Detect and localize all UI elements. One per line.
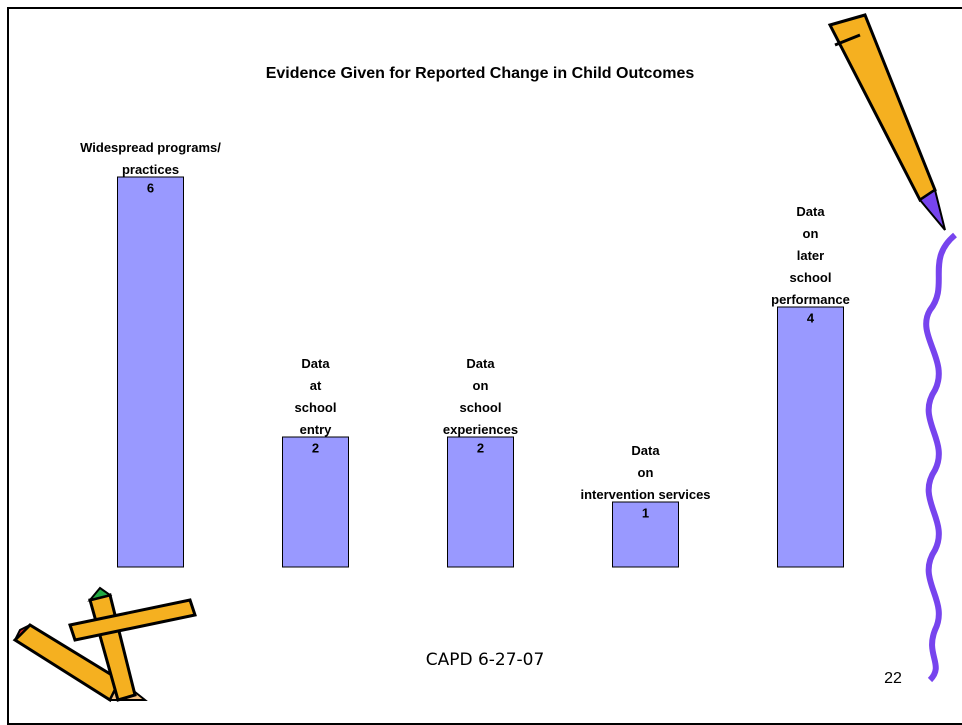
bar bbox=[612, 501, 679, 568]
value-label: 2 bbox=[312, 440, 319, 455]
bar bbox=[447, 436, 514, 568]
category-label: Data on school experiences bbox=[442, 356, 519, 437]
value-label: 1 bbox=[642, 505, 649, 520]
bar bbox=[117, 176, 184, 568]
bar bbox=[282, 436, 349, 568]
value-label: 2 bbox=[477, 440, 484, 455]
slide-frame bbox=[7, 7, 962, 725]
bar bbox=[777, 306, 844, 568]
category-label: Data on later school performance bbox=[771, 204, 850, 307]
category-label: Data at school entry bbox=[294, 356, 337, 437]
value-label: 6 bbox=[147, 180, 154, 195]
category-label: Widespread programs/ practices bbox=[80, 140, 221, 177]
footer: CAPD 6-27-07 bbox=[426, 650, 545, 670]
value-label: 4 bbox=[807, 310, 815, 325]
category-label: Data on intervention services bbox=[580, 443, 711, 502]
pencils-icon bbox=[12, 586, 197, 703]
chart-title: Evidence Given for Reported Change in Ch… bbox=[266, 65, 695, 82]
page-number: 22 bbox=[884, 670, 902, 687]
decorative-squiggle bbox=[923, 232, 958, 683]
pencil-icon bbox=[827, 13, 946, 231]
